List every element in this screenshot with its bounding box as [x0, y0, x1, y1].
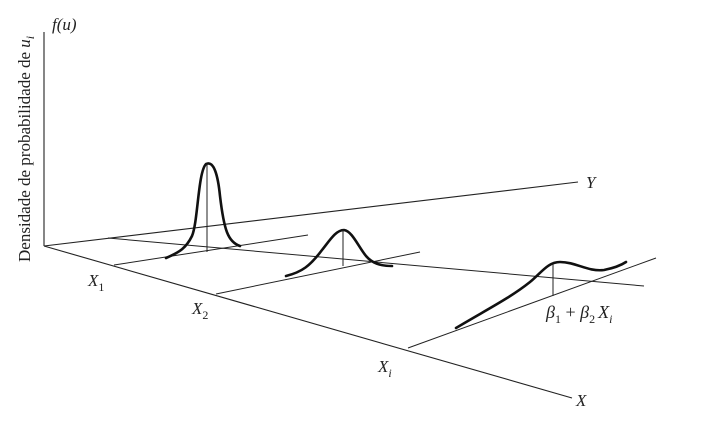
xi-guide-line: [407, 257, 657, 349]
x1-label: X1: [87, 271, 104, 294]
function-label: f(u): [52, 15, 77, 34]
y-axis: [43, 181, 579, 247]
xi-label: Xi: [377, 357, 392, 380]
x2-guide-line: [215, 251, 421, 295]
density-curve-x1: [164, 162, 242, 260]
density-curve-x2: [284, 228, 394, 278]
x-axis: [43, 245, 573, 399]
vertical-axis-label: Densidade de probabilidade de ui: [15, 36, 37, 262]
y-axis-label: Y: [586, 173, 597, 192]
x-axis-label: X: [575, 391, 587, 410]
x2-label: X2: [191, 299, 208, 322]
x1-guide-line: [113, 234, 309, 266]
density-curve-xi: [454, 260, 628, 330]
regression-expression-label: β1 + β2 Xi: [545, 302, 612, 326]
